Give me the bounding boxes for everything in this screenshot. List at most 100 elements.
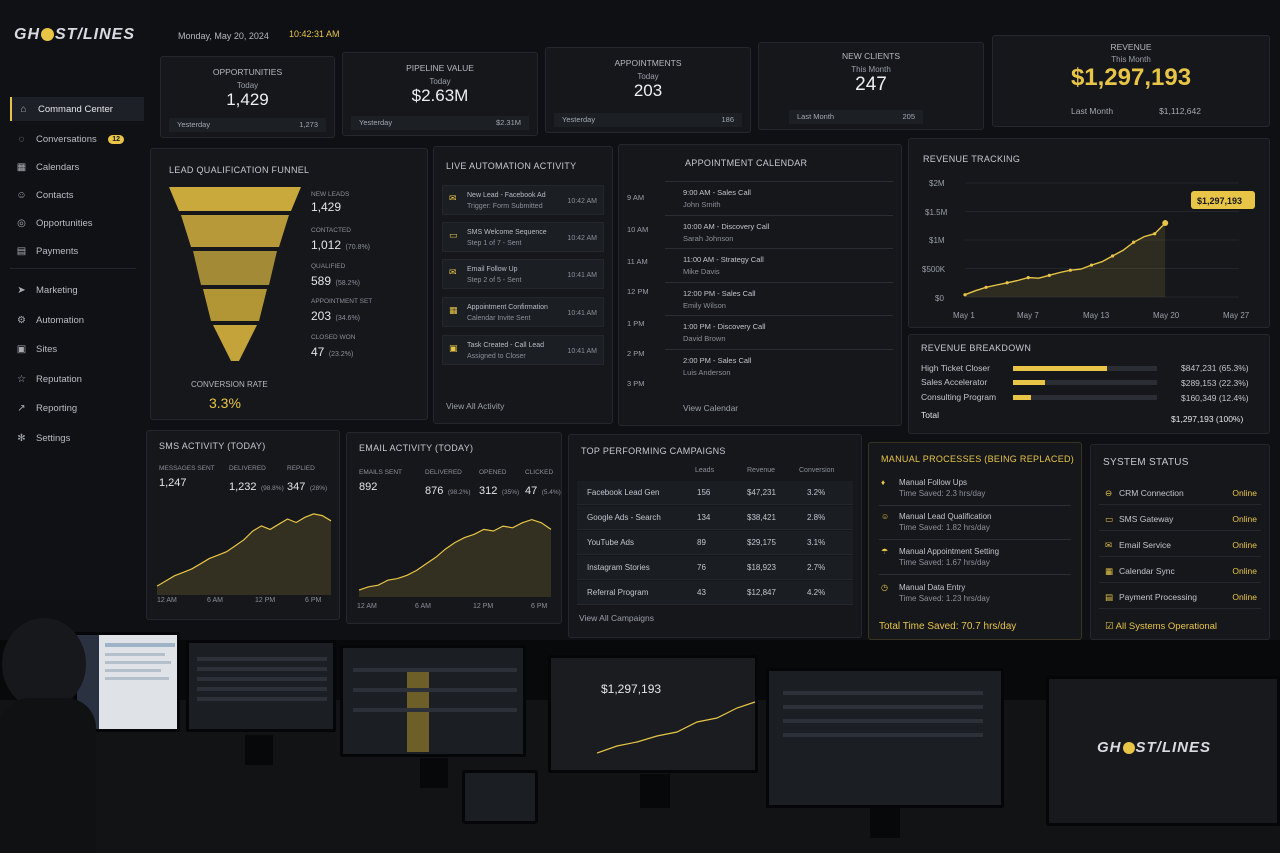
appointment-slot[interactable]: 9:00 AM - Sales Call John Smith <box>665 181 893 212</box>
y-tick: $500K <box>922 265 946 274</box>
automation-item[interactable]: ✉ New Lead - Facebook Ad Trigger: Form Sub… <box>442 185 604 215</box>
panel-title: Lead Qualification Funnel <box>169 165 310 175</box>
calendar-icon: ▦ <box>16 161 27 173</box>
conversion-rate-label: Conversion Rate <box>191 380 268 389</box>
y-tick: $0 <box>935 294 944 303</box>
appointment-slot[interactable]: 2:00 PM - Sales Call Luis Anderson <box>665 349 893 380</box>
table-row[interactable]: Instagram Stories 76 $18,923 2.7% <box>577 556 853 580</box>
x-tick: May 1 <box>953 311 975 320</box>
payment-icon: ▤ <box>1105 592 1114 602</box>
sidebar-item-automation[interactable]: ⚙ Automation <box>17 314 85 326</box>
x-tick: 12 AM <box>357 603 377 610</box>
manual-process-item: ◷ Manual Data Entry Time Saved: 1.23 hrs/d… <box>881 583 990 603</box>
appointment-slot[interactable]: 1:00 PM - Discovery Call David Brown <box>665 315 893 346</box>
panel-title: Email Activity (Today) <box>359 443 474 453</box>
send-icon: ➤ <box>17 284 26 296</box>
revenue-data-point <box>1162 220 1169 227</box>
calendar-hour: 11 AM <box>627 257 648 266</box>
user-icon: ☺ <box>881 512 890 521</box>
home-icon: ⌂ <box>20 103 27 115</box>
automation-item[interactable]: ▭ SMS Welcome Sequence Step 1 of 7 - Sent 1… <box>442 222 604 252</box>
sidebar-item-contacts[interactable]: ☺ Contacts <box>16 189 74 201</box>
sidebar-item-sites[interactable]: ▣ Sites <box>16 343 58 355</box>
revenue-data-point <box>963 293 967 297</box>
email-stat: Delivered 876 (98.2%) <box>425 469 471 497</box>
ghost-logo-icon <box>41 28 54 41</box>
header-time: 10:42:31 AM <box>289 29 340 39</box>
revenue-data-point <box>1153 232 1157 236</box>
sidebar-item-settings[interactable]: ✻ Settings <box>17 432 71 444</box>
calendar-hour: 9 AM <box>627 193 645 202</box>
status-row: ⊖ CRM Connection Online <box>1099 481 1261 505</box>
kpi-period: This Month <box>851 65 891 74</box>
x-tick: 12 PM <box>473 603 494 610</box>
funnel-stat-qualified: Qualified 589 (58.2%) <box>311 263 360 288</box>
breakdown-total-label: Total <box>921 410 939 420</box>
panel-title: Manual Processes (Being Replaced) <box>881 454 1075 464</box>
monitor-stand <box>245 735 273 765</box>
sidebar-item-reporting[interactable]: ↗ Reporting <box>17 402 78 414</box>
view-calendar-link[interactable]: View Calendar <box>683 403 739 413</box>
sidebar-item-reputation[interactable]: ☆ Reputation <box>17 373 82 385</box>
breakdown-value: $847,231 (65.3%) <box>1181 363 1249 373</box>
sidebar-item-conversations[interactable]: ◌ Conversations 12 <box>10 127 144 151</box>
automation-icon: ⚙ <box>17 314 26 326</box>
calendar-hour: 1 PM <box>627 319 645 328</box>
x-tick: May 13 <box>1083 311 1110 320</box>
table-row[interactable]: Facebook Lead Gen 156 $47,231 3.2% <box>577 481 853 505</box>
y-tick: $2M <box>929 179 945 188</box>
status-badge: Online <box>1232 514 1257 524</box>
sidebar-item-calendars[interactable]: ▦ Calendars <box>16 161 80 173</box>
funnel-stage-closed-won <box>213 325 257 361</box>
kpi-value: 247 <box>855 74 887 95</box>
automation-item[interactable]: ▦ Appointment Confirmation Calendar Invite… <box>442 297 604 327</box>
table-row[interactable]: Google Ads - Search 134 $38,421 2.8% <box>577 506 853 530</box>
appointment-slot[interactable]: 11:00 AM - Strategy Call Mike Davis <box>665 248 893 279</box>
x-tick: May 20 <box>1153 311 1180 320</box>
kpi-footer: Yesterday $2.31M <box>351 116 529 130</box>
sidebar-item-marketing[interactable]: ➤ Marketing <box>17 284 78 296</box>
revenue-data-point <box>1068 268 1072 272</box>
kpi-footer: Last Month $1,112,642 <box>1071 106 1201 116</box>
x-tick: May 27 <box>1223 311 1250 320</box>
appointment-slot[interactable]: 10:00 AM - Discovery Call Sarah Johnson <box>665 215 893 246</box>
calendar-panel: Appointment Calendar 9 AM 10 AM 11 AM 12… <box>618 144 902 426</box>
conversations-badge: 12 <box>108 134 124 144</box>
funnel-stat-closed-won: Closed Won 47 (23.2%) <box>311 334 356 359</box>
all-systems-status: ☑ All Systems Operational <box>1105 621 1218 632</box>
desk-monitor <box>766 668 1004 808</box>
revenue-data-point <box>1089 263 1094 267</box>
sidebar-item-command-center[interactable]: ⌂ Command Center <box>10 97 144 121</box>
sms-gateway-icon: ▭ <box>1105 514 1114 524</box>
funnel-graphic <box>169 187 301 361</box>
breakdown-bar-track <box>1013 366 1157 371</box>
monitor-stand <box>640 774 670 808</box>
chat-icon: ◌ <box>18 133 25 145</box>
table-row[interactable]: Referral Program 43 $12,847 4.2% <box>577 581 853 605</box>
kpi-period: Today <box>429 77 451 86</box>
calendar-hour: 2 PM <box>627 349 645 358</box>
table-row[interactable]: YouTube Ads 89 $29,175 3.1% <box>577 531 853 555</box>
column-header: Leads <box>695 467 715 474</box>
view-all-activity-link[interactable]: View All Activity <box>446 401 505 411</box>
sidebar-item-opportunities[interactable]: ◎ Opportunities <box>17 217 93 229</box>
breakdown-label: Consulting Program <box>921 392 997 402</box>
automation-item[interactable]: ✉ Email Follow Up Step 2 of 5 - Sent 10:41 … <box>442 259 604 289</box>
sidebar-item-payments[interactable]: ▤ Payments <box>16 245 79 257</box>
star-icon: ☆ <box>17 373 26 385</box>
mail-icon: ✉ <box>449 193 457 203</box>
appointment-slot[interactable]: 12:00 PM - Sales Call Emily Wilson <box>665 282 893 313</box>
view-all-campaigns-link[interactable]: View All Campaigns <box>579 613 654 623</box>
manual-process-item: ♦ Manual Follow Ups Time Saved: 2.3 hrs/da… <box>879 477 1071 506</box>
manual-process-item: ☺ Manual Lead Qualification Time Saved: 1.… <box>879 511 1071 540</box>
desk-monitor-chart <box>597 701 756 754</box>
header-date: Monday, May 20, 2024 <box>178 31 269 41</box>
sms-trend-chart <box>156 513 332 595</box>
status-row: ▤ Payment Processing Online <box>1099 585 1261 609</box>
email-stat: Clicked 47 (5.4%) <box>525 469 561 497</box>
automation-item[interactable]: ▣ Task Created - Call Lead Assigned to Clo… <box>442 335 604 365</box>
task-icon: ▣ <box>449 343 458 353</box>
panel-title: Top Performing Campaigns <box>581 446 726 456</box>
kpi-label: Pipeline Value <box>406 63 474 73</box>
breakdown-label: Sales Accelerator <box>921 377 988 387</box>
